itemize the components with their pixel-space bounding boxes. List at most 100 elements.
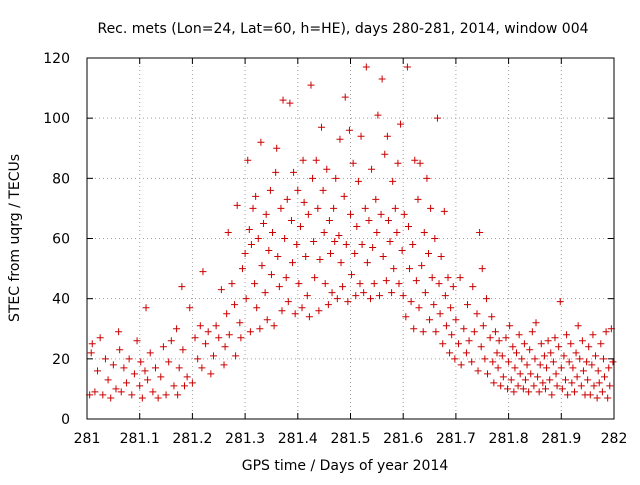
data-point: [209, 352, 217, 360]
y-axis-label: STEC from uqrg / TECUs: [7, 154, 23, 322]
data-point: [374, 111, 382, 119]
data-point: [441, 292, 449, 300]
data-point: [314, 204, 322, 212]
data-point: [579, 367, 587, 375]
data-point: [597, 340, 605, 348]
data-point: [115, 328, 123, 336]
data-point: [442, 322, 450, 330]
data-point: [381, 150, 389, 158]
data-point: [428, 274, 436, 282]
data-point: [88, 340, 96, 348]
data-point: [152, 364, 160, 372]
data-point: [602, 328, 610, 336]
data-point: [362, 63, 370, 71]
data-point: [333, 295, 341, 303]
data-point: [416, 159, 424, 167]
data-point: [262, 210, 270, 218]
data-point: [330, 204, 338, 212]
data-point: [175, 364, 183, 372]
data-point: [223, 310, 231, 318]
data-point: [411, 156, 419, 164]
data-point: [593, 394, 601, 402]
data-point: [548, 391, 556, 399]
data-point: [107, 394, 115, 402]
data-point: [601, 373, 609, 381]
data-point: [446, 349, 454, 357]
data-point: [534, 373, 542, 381]
data-point: [328, 289, 336, 297]
data-point: [519, 385, 527, 393]
data-point: [420, 228, 428, 236]
data-point: [162, 391, 170, 399]
data-point: [352, 292, 360, 300]
data-point: [238, 265, 246, 273]
data-point: [552, 370, 560, 378]
data-point: [476, 228, 484, 236]
data-point: [386, 238, 394, 246]
data-point: [233, 201, 241, 209]
data-point: [167, 337, 175, 345]
data-point: [499, 373, 507, 381]
data-point: [391, 204, 399, 212]
data-point: [116, 346, 124, 354]
data-point: [349, 159, 357, 167]
x-tick-label: 281.2: [172, 431, 212, 447]
data-point: [321, 280, 329, 288]
data-point: [149, 388, 157, 396]
data-point: [556, 298, 564, 306]
x-tick-label: 281.6: [383, 431, 423, 447]
data-point: [547, 349, 555, 357]
data-point: [410, 325, 418, 333]
data-point: [457, 361, 465, 369]
data-point: [606, 382, 614, 390]
data-point: [261, 289, 269, 297]
data-point: [286, 99, 294, 107]
data-point: [431, 235, 439, 242]
data-point: [511, 364, 519, 372]
data-point: [170, 382, 178, 390]
data-point: [112, 385, 120, 393]
data-point: [518, 355, 526, 363]
data-point: [270, 322, 278, 330]
data-point: [520, 340, 528, 348]
data-point: [486, 334, 494, 342]
data-point: [101, 355, 109, 363]
data-point: [351, 250, 359, 258]
data-point: [125, 355, 133, 363]
data-point: [309, 174, 317, 182]
y-tick-label: 100: [43, 111, 70, 127]
data-point: [273, 144, 281, 152]
data-point: [228, 280, 236, 288]
x-tick-label: 282: [601, 431, 628, 447]
data-point: [444, 274, 452, 282]
data-point: [278, 307, 286, 315]
data-point: [130, 370, 138, 378]
data-point: [573, 373, 581, 381]
data-point: [563, 331, 571, 339]
data-point: [337, 259, 345, 267]
x-tick-label: 281: [74, 431, 101, 447]
data-point: [553, 382, 561, 390]
data-point: [311, 274, 319, 282]
data-point: [481, 355, 489, 363]
data-point: [469, 283, 477, 291]
data-point: [242, 295, 250, 303]
data-point: [505, 358, 513, 366]
data-point: [246, 328, 254, 336]
data-point: [361, 204, 369, 212]
data-point: [159, 343, 167, 351]
data-point: [266, 186, 274, 194]
data-point: [482, 295, 490, 303]
data-point: [574, 322, 582, 330]
data-point: [462, 349, 470, 357]
data-point: [523, 361, 531, 369]
data-point: [348, 271, 356, 279]
data-point: [449, 283, 457, 291]
data-point: [383, 132, 391, 140]
data-point: [332, 174, 340, 182]
data-point: [521, 376, 529, 384]
data-point: [207, 370, 215, 378]
data-point: [577, 382, 585, 390]
